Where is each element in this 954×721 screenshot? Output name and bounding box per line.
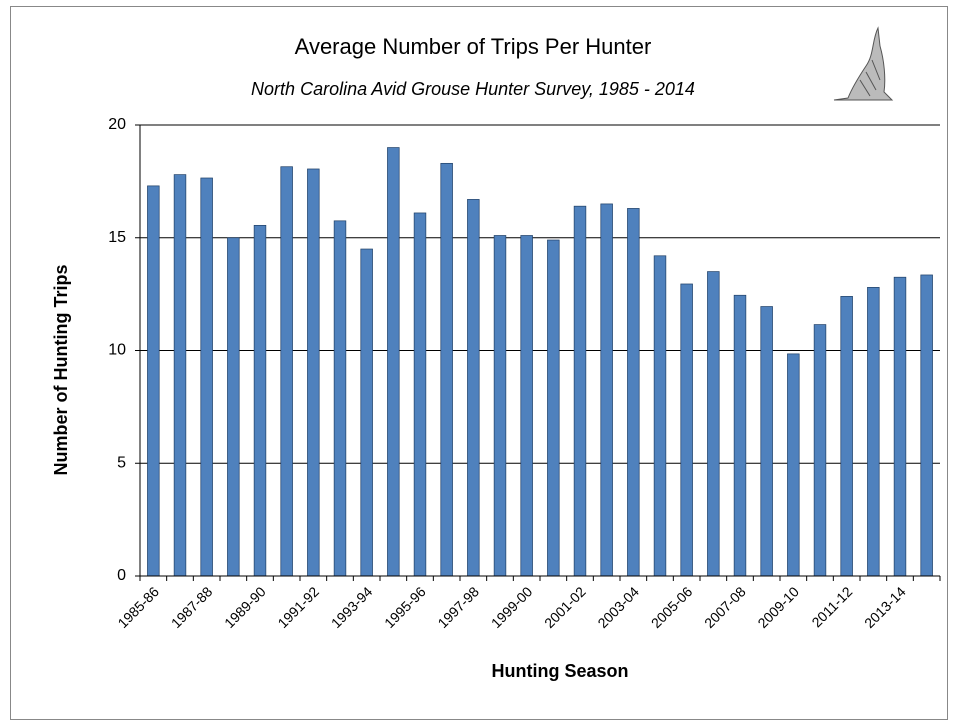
bar [627, 208, 640, 577]
bar [147, 185, 160, 577]
x-tick-label: 2011-12 [808, 583, 855, 630]
x-tick-label: 1999-00 [488, 583, 536, 631]
bar [547, 239, 560, 577]
x-tick-label: 2001-02 [541, 583, 589, 631]
bar [680, 283, 693, 577]
x-tick-label: 2013-14 [861, 583, 909, 631]
y-axis-title: Number of Hunting Trips [51, 265, 71, 476]
bar [280, 166, 293, 577]
bar [360, 248, 373, 577]
bar [653, 255, 667, 577]
y-tick-label: 5 [117, 454, 126, 471]
bar [387, 147, 400, 577]
bar [600, 203, 613, 577]
bar [227, 237, 240, 577]
bar [493, 235, 507, 577]
y-tick-label: 10 [108, 342, 126, 359]
bar [467, 199, 480, 577]
bar [813, 324, 827, 577]
x-tick-label: 1985-86 [114, 583, 162, 631]
bar [200, 177, 213, 577]
x-tick-label: 1995-96 [381, 583, 429, 631]
x-tick-label: 2003-04 [594, 583, 642, 631]
bar [893, 276, 907, 577]
x-tick-label: 1989-90 [221, 583, 269, 631]
bar [413, 212, 427, 577]
bar [440, 162, 453, 577]
bar [173, 174, 187, 577]
y-tick-label: 20 [108, 116, 126, 133]
bar [520, 235, 533, 577]
bar [333, 220, 347, 577]
y-tick-label: 0 [117, 567, 126, 584]
bar [787, 353, 800, 577]
bar [920, 274, 933, 577]
x-tick-label: 1987-88 [168, 583, 216, 631]
x-tick-label: 2005-06 [648, 583, 696, 631]
bar [840, 296, 853, 577]
grouse-icon [833, 26, 894, 101]
y-tick-label: 15 [108, 229, 126, 246]
bar [307, 168, 320, 577]
bar [253, 224, 267, 577]
x-tick-label: 2009-10 [754, 583, 802, 631]
bar [760, 306, 773, 577]
chart-title: Average Number of Trips Per Hunter [295, 34, 652, 59]
bar [707, 271, 720, 577]
x-tick-label: 1993-94 [328, 583, 376, 631]
bar [733, 294, 747, 577]
x-tick-label: 1991-92 [274, 583, 322, 631]
x-axis-title: Hunting Season [491, 661, 628, 681]
chart-subtitle: North Carolina Avid Grouse Hunter Survey… [251, 79, 695, 99]
x-tick-label: 2007-08 [701, 583, 749, 631]
bar [867, 287, 880, 577]
bar [573, 205, 587, 577]
frame [10, 6, 948, 720]
x-tick-label: 1997-98 [434, 583, 482, 631]
